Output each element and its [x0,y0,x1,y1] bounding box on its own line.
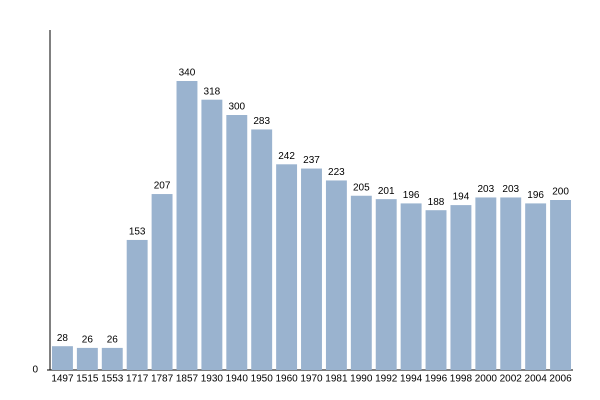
value-label: 207 [154,181,171,192]
bar [500,197,522,370]
x-tick-label: 1940 [226,374,249,385]
x-tick-label: 1950 [251,374,274,385]
x-tick-label: 1857 [176,374,199,385]
value-label: 242 [278,151,295,162]
value-label: 283 [253,116,270,127]
bar [51,346,73,370]
value-label: 153 [129,227,146,238]
value-label: 26 [107,335,119,346]
x-tick-label: 1787 [151,374,174,385]
value-label: 340 [179,68,196,79]
x-tick-label: 2006 [549,374,572,385]
bar [550,200,572,370]
bar [301,168,322,370]
value-label: 188 [428,197,445,208]
x-tick-label: 1970 [300,374,323,385]
bar [475,197,497,370]
bar [525,203,547,370]
value-label: 196 [527,190,544,201]
bar [251,129,273,370]
bar [450,205,472,370]
x-tick-label: 1717 [126,374,149,385]
x-tick-label: 1553 [101,374,124,385]
value-label: 28 [57,333,69,344]
bar [176,81,198,370]
value-label: 194 [453,192,470,203]
x-tick-label: 2002 [500,374,523,385]
bar [400,203,422,370]
value-label: 203 [477,184,494,195]
bar [126,239,148,370]
y-tick-label: 0 [32,365,38,376]
bar [325,180,347,370]
x-tick-label: 1994 [400,374,423,385]
value-label: 300 [228,102,245,113]
value-label: 205 [353,182,370,193]
bar [375,199,397,370]
bar [76,347,98,370]
x-tick-label: 1996 [425,374,448,385]
x-tick-label: 1992 [375,374,398,385]
bar [276,164,298,370]
x-tick-label: 1990 [350,374,373,385]
bar [350,195,372,370]
value-label: 200 [552,187,569,198]
value-label: 201 [378,186,395,197]
bar [226,115,248,370]
x-tick-label: 1998 [450,374,473,385]
value-label: 318 [204,86,221,97]
x-tick-label: 1930 [201,374,224,385]
value-label: 237 [303,155,320,166]
value-label: 196 [403,190,420,201]
bar [101,347,123,370]
x-tick-label: 1981 [325,374,348,385]
bar [151,194,173,370]
x-tick-label: 1960 [275,374,298,385]
value-label: 26 [82,335,94,346]
x-tick-label: 1497 [51,374,74,385]
x-tick-label: 1515 [76,374,99,385]
value-label: 223 [328,167,345,178]
x-tick-label: 2004 [525,374,548,385]
value-label: 203 [502,184,519,195]
bar [201,99,223,370]
x-tick-label: 2000 [475,374,498,385]
bar [425,210,447,370]
